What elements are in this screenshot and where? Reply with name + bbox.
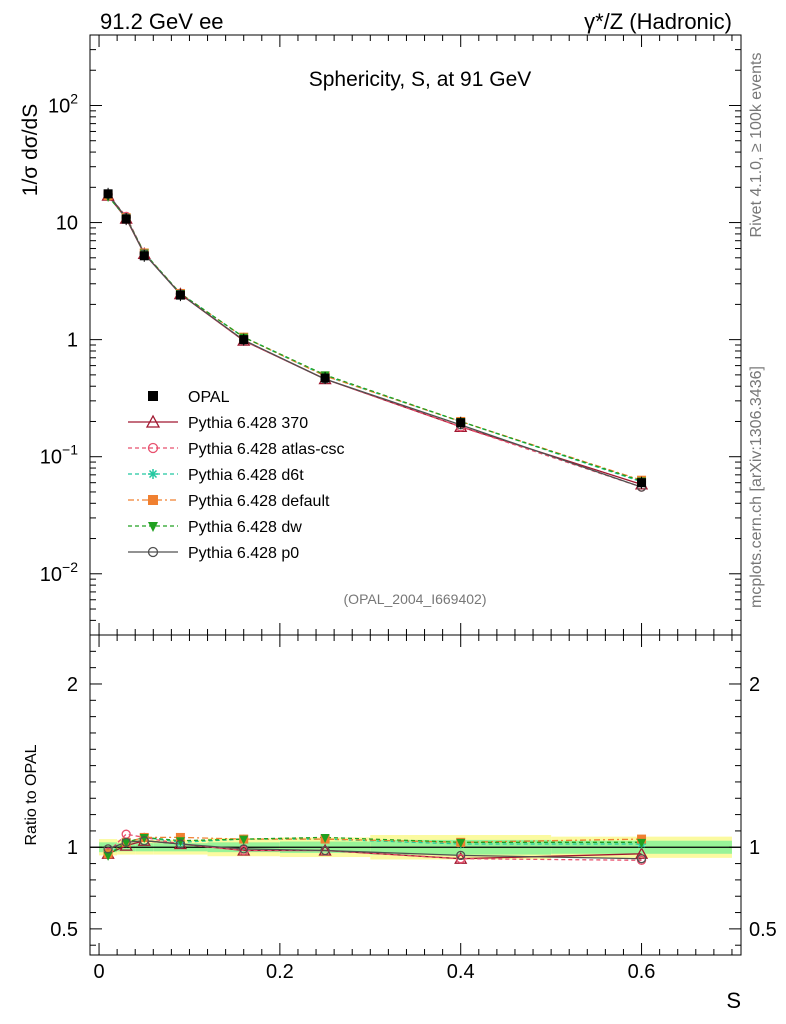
ratio-point-4 (139, 833, 149, 843)
ratio-line-1 (107, 833, 642, 861)
legend-label-opal: OPAL (188, 389, 230, 406)
legend-label-1: Pythia 6.428 atlas-csc (188, 441, 345, 458)
legend-marker-opal (148, 391, 158, 401)
ratio-point-5 (320, 845, 330, 856)
opal-point (121, 214, 131, 224)
opal-point (320, 373, 330, 383)
header-left: 91.2 GeV ee (100, 9, 224, 34)
opal-point (637, 478, 647, 488)
rivet-label: Rivet 4.1.0, ≥ 100k events (748, 53, 765, 238)
legend-label-5: Pythia 6.428 p0 (188, 545, 299, 562)
opal-point (456, 418, 466, 428)
ratio-point-4 (456, 838, 466, 848)
ratio-point-4 (239, 835, 249, 845)
ratio-point-4 (175, 837, 185, 847)
x-tick-label: 0.4 (447, 961, 475, 983)
x-tick-label: 0 (93, 961, 104, 983)
legend-marker-3 (148, 495, 158, 505)
chart-title: Sphericity, S, at 91 GeV (309, 68, 532, 91)
ratio-point-4 (637, 838, 647, 848)
top-y-tick-label: 10−2 (40, 559, 78, 586)
legend-marker-1 (147, 442, 159, 454)
top-y-tick-label: 10−1 (40, 442, 78, 469)
series-line-2 (107, 195, 642, 483)
ratio-point-5 (103, 844, 113, 854)
top-y-tick-label: 10 (56, 213, 78, 235)
legend-label-3: Pythia 6.428 default (188, 493, 330, 510)
ratio-point-5 (139, 836, 149, 846)
ratio-point-1 (456, 854, 466, 864)
ratio-point-5 (239, 844, 249, 854)
opal-point (139, 251, 149, 261)
top-y-axis-label: 1/σ dσ/dS (19, 104, 42, 196)
analysis-tag: (OPAL_2004_I669402) (344, 591, 487, 607)
x-axis-label: S (726, 988, 741, 1013)
legend: OPAL Pythia 6.428 370 Pythia 6.428 atlas-c… (128, 389, 345, 562)
series-line-3 (107, 195, 642, 481)
ratio-point-5 (175, 839, 186, 849)
x-tick-label: 0.2 (266, 961, 294, 983)
legend-label-0: Pythia 6.428 370 (188, 415, 308, 432)
ratio-point-4 (320, 833, 330, 843)
ratio-y-tick-label-right: 2 (749, 674, 760, 696)
legend-label-2: Pythia 6.428 d6t (188, 467, 304, 484)
ratio-y-tick-label: 1 (67, 837, 78, 859)
ratio-panel-frame (89, 634, 742, 956)
top-y-tick-label: 1 (67, 330, 78, 352)
ratio-point-5 (121, 837, 131, 847)
header-right: γ*/Z (Hadronic) (584, 9, 732, 34)
top-axes: 10−2 10−1 1 10 102 (40, 34, 741, 636)
ratio-y-tick-label: 0.5 (50, 919, 78, 941)
top-y-tick-label: 102 (48, 90, 78, 117)
ratio-y-tick-label-right: 1 (749, 837, 760, 859)
mcplots-label: mcplots.cern.ch [arXiv:1306.3436] (748, 366, 765, 608)
opal-point (175, 290, 185, 300)
ratio-series-markers (101, 829, 649, 865)
top-series-markers (101, 187, 649, 492)
legend-marker-4 (148, 522, 158, 532)
ratio-y-tick-label-right: 0.5 (749, 919, 777, 941)
ratio-y-axis-label: Ratio to OPAL (23, 744, 40, 845)
ratio-point-4 (103, 851, 113, 861)
ratio-point-4 (121, 838, 131, 848)
opal-point (239, 335, 249, 345)
legend-marker-0 (145, 414, 161, 428)
series-line-4 (107, 196, 642, 482)
legend-label-4: Pythia 6.428 dw (188, 519, 302, 536)
x-tick-label: 0.6 (628, 961, 656, 983)
ratio-axes: 0.5 0.5 1 1 2 2 0 0.2 0.4 0.6 (50, 635, 777, 983)
opal-point (103, 189, 113, 199)
legend-marker-5 (147, 546, 159, 558)
legend-marker-2 (148, 469, 158, 479)
ratio-point-0 (634, 846, 649, 859)
ratio-point-5 (636, 854, 647, 864)
ratio-y-tick-label: 2 (67, 674, 78, 696)
ratio-point-5 (456, 850, 466, 861)
